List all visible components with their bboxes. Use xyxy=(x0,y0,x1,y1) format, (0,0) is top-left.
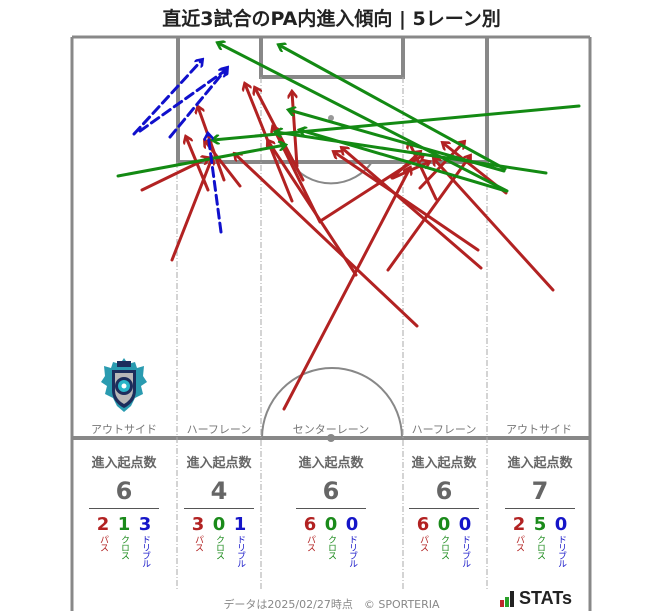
dribble-arrow xyxy=(168,68,227,139)
cross-label: クロス xyxy=(535,535,545,559)
stats-logo: STATs xyxy=(500,589,572,607)
lane-label-outside-left: アウトサイド xyxy=(91,423,157,436)
cross-count: 5 xyxy=(533,514,547,535)
dribble-label: ドリブル xyxy=(235,535,245,567)
cross-arrow xyxy=(300,130,508,193)
lane-stats-outside-right: 進入起点数 7 2 パス 5 クロス 0 ドリブル xyxy=(500,452,580,567)
pass-label: パス xyxy=(514,535,524,551)
dribble-label: ドリブル xyxy=(460,535,470,567)
logo-bar-icon xyxy=(505,597,509,607)
pass-count: 6 xyxy=(303,514,317,535)
cross-count: 0 xyxy=(324,514,338,535)
dribble-count: 0 xyxy=(458,514,472,535)
pass-count: 2 xyxy=(512,514,526,535)
divider xyxy=(505,508,575,509)
stat-header: 進入起点数 xyxy=(411,456,477,471)
dribble-count: 3 xyxy=(138,514,152,535)
stat-total: 6 xyxy=(115,477,133,505)
data-footer: データは2025/02/27時点 © SPORTERIA xyxy=(223,598,440,611)
dribble-label: ドリブル xyxy=(347,535,357,567)
lane-stats-halfspace-left: 進入起点数 4 3 パス 0 クロス 1 ドリブル xyxy=(179,452,259,567)
pass-arrow xyxy=(186,137,210,192)
pass-arrow xyxy=(282,168,410,411)
divider xyxy=(296,508,366,509)
pass-count: 3 xyxy=(191,514,205,535)
pass-arrow xyxy=(235,154,419,328)
stat-header: 進入起点数 xyxy=(91,456,157,471)
lane-label-center: センターレーン xyxy=(292,423,370,436)
stat-total: 6 xyxy=(435,477,453,505)
pass-arrow xyxy=(391,162,429,180)
cross-count: 0 xyxy=(437,514,451,535)
cross-label: クロス xyxy=(119,535,129,559)
cross-arrows xyxy=(116,43,581,193)
cross-arrow xyxy=(279,45,507,171)
lane-dividers xyxy=(176,77,488,590)
lane-label-halfspace-left: ハーフレーン xyxy=(186,423,252,436)
pass-arrow xyxy=(386,156,470,272)
divider xyxy=(409,508,479,509)
lane-label-outside-right: アウトサイド xyxy=(506,423,572,436)
dribble-arrow xyxy=(132,60,202,136)
lane-stats-halfspace-right: 進入起点数 6 6 パス 0 クロス 0 ドリブル xyxy=(404,452,484,567)
stat-header: 進入起点数 xyxy=(186,456,252,471)
stat-total: 6 xyxy=(322,477,340,505)
lane-stats-center: 進入起点数 6 6 パス 0 クロス 0 ドリブル xyxy=(291,452,371,567)
club-crest-icon xyxy=(101,358,147,412)
dribble-label: ドリブル xyxy=(556,535,566,567)
pass-label: パス xyxy=(305,535,315,551)
pass-arrow xyxy=(342,148,483,270)
lane-label-halfspace-right: ハーフレーン xyxy=(411,423,477,436)
pass-arrow xyxy=(198,107,226,182)
logo-bar-icon xyxy=(510,591,514,607)
divider xyxy=(184,508,254,509)
stat-header: 進入起点数 xyxy=(507,456,573,471)
stat-header: 進入起点数 xyxy=(298,456,364,471)
dribble-count: 0 xyxy=(345,514,359,535)
pass-arrow xyxy=(390,152,420,180)
dribble-arrows xyxy=(132,60,227,234)
pass-arrow xyxy=(418,142,464,190)
cross-label: クロス xyxy=(326,535,336,559)
pass-count: 2 xyxy=(96,514,110,535)
stats-logo-text: STATs xyxy=(519,588,572,608)
pass-arrow xyxy=(434,159,555,292)
dribble-label: ドリブル xyxy=(140,535,150,567)
dribble-count: 0 xyxy=(554,514,568,535)
dribble-arrow xyxy=(208,134,223,234)
cross-arrow xyxy=(289,110,506,173)
logo-bar-icon xyxy=(500,600,504,607)
cross-arrow xyxy=(116,145,285,178)
divider xyxy=(89,508,159,509)
pass-arrows xyxy=(140,84,555,411)
stat-total: 4 xyxy=(210,477,228,505)
cross-count: 0 xyxy=(212,514,226,535)
pass-label: パス xyxy=(193,535,203,551)
cross-arrow xyxy=(218,43,509,193)
chart-title: 直近3試合のPA内進入傾向 | 5レーン別 xyxy=(162,8,501,30)
pass-arrow xyxy=(170,158,212,262)
cross-count: 1 xyxy=(117,514,131,535)
cross-label: クロス xyxy=(439,535,449,559)
pass-arrow xyxy=(292,92,299,168)
dribble-arrow xyxy=(138,70,226,133)
pass-count: 6 xyxy=(416,514,430,535)
dribble-count: 1 xyxy=(233,514,247,535)
pass-label: パス xyxy=(98,535,108,551)
stat-total: 7 xyxy=(531,477,549,505)
pass-arrow xyxy=(334,152,480,252)
pass-label: パス xyxy=(418,535,428,551)
cross-arrow xyxy=(276,132,548,175)
cross-label: クロス xyxy=(214,535,224,559)
lane-stats-outside-left: 進入起点数 6 2 パス 1 クロス 3 ドリブル xyxy=(84,452,164,567)
